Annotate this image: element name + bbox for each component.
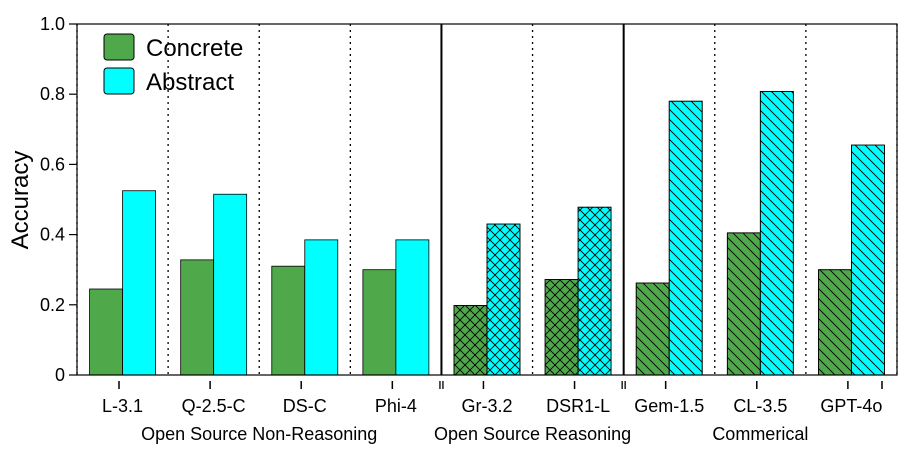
x-tick-label-l-3-1: L-3.1 (102, 396, 143, 416)
x-tick-label-cl-3-5: CL-3.5 (733, 396, 787, 416)
x-tick-label-gr-3-2: Gr-3.2 (461, 396, 512, 416)
bar-abstract-phi-4 (395, 239, 430, 376)
bar-abstract-l-3-1 (122, 190, 156, 376)
x-tick-label-gem-1-5: Gem-1.5 (634, 396, 704, 416)
y-tick-label: 0 (55, 365, 65, 385)
bar-hatch-concrete-gr-3-2 (453, 305, 488, 376)
x-tick-label-q-2-5-c: Q-2.5-C (182, 396, 246, 416)
x-tick-label-dsr1-l: DSR1-L (546, 396, 610, 416)
y-axis-title: Accuracy (7, 151, 34, 250)
bar-concrete-l-3-1 (89, 288, 123, 376)
y-tick-label: 0.4 (40, 225, 65, 245)
bar-hatch-concrete-dsr1-l (544, 279, 579, 376)
y-tick-label: 1.0 (40, 14, 65, 34)
bar-hatch-abstract-cl-3-5 (759, 90, 794, 376)
group-label-2: Commerical (712, 424, 808, 444)
group-label-0: Open Source Non-Reasoning (141, 424, 377, 444)
legend-label-abstract: Abstract (146, 69, 234, 96)
bar-concrete-ds-c (271, 265, 306, 376)
legend: Concrete Abstract (103, 33, 243, 96)
bars (89, 90, 885, 376)
bar-hatch-abstract-gr-3-2 (486, 223, 521, 376)
y-tick-label: 0.6 (40, 154, 65, 174)
bar-hatch-concrete-gem-1-5 (635, 282, 670, 376)
legend-label-concrete: Concrete (146, 35, 243, 62)
group-label-1: Open Source Reasoning (434, 424, 631, 444)
x-tick-label-gpt-4o: GPT-4o (820, 396, 882, 416)
bar-hatch-concrete-gpt-4o (818, 269, 852, 376)
y-tick-label: 0.2 (40, 295, 65, 315)
bar-hatch-concrete-cl-3-5 (726, 232, 761, 376)
bar-hatch-abstract-dsr1-l (577, 206, 612, 376)
plot-frame (76, 23, 898, 376)
bar-hatch-abstract-gpt-4o (851, 144, 885, 376)
bar-abstract-q-2-5-c (213, 193, 248, 376)
y-tick-label: 0.8 (40, 84, 65, 104)
axes: 0 0.2 0.4 0.6 0.8 1.0 L-3.1 Q-2.5-C DS-C Phi-4 Gr-… (40, 14, 898, 444)
x-tick-label-ds-c: DS-C (283, 396, 327, 416)
bar-hatch-abstract-gem-1-5 (668, 100, 703, 376)
bar-concrete-q-2-5-c (180, 259, 215, 376)
legend-swatch-concrete (103, 33, 135, 61)
legend-swatch-abstract (103, 67, 135, 95)
bar-abstract-ds-c (304, 239, 339, 376)
x-tick-label-phi-4: Phi-4 (375, 396, 417, 416)
bar-concrete-phi-4 (362, 269, 397, 376)
